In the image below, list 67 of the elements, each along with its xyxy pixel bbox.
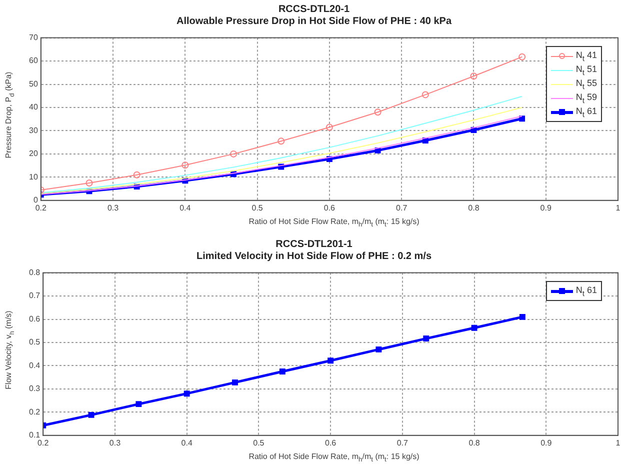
- point: [86, 179, 93, 186]
- x-tick-label: 0.8: [468, 203, 480, 212]
- legend-label: N$_{t}$ 55: [576, 78, 597, 90]
- y-tick-label: 70: [28, 33, 38, 42]
- y-tick-label: 0.2: [28, 407, 41, 416]
- point: [328, 358, 334, 364]
- x-axis-title: Ratio of Hot Side Flow Rate, m$_{h}$/m$_{t}$ (m$_{t}$: 15 kg/s): [248, 217, 420, 229]
- x-tick-label: 0.5: [252, 203, 264, 212]
- x-tick-label: 1: [616, 438, 621, 448]
- point: [519, 314, 526, 320]
- y-tick-label: 60: [28, 56, 38, 66]
- point: [374, 108, 382, 116]
- y-tick-label: 40: [28, 102, 38, 112]
- point: [422, 91, 429, 98]
- x-tick-label: 0.2: [35, 203, 48, 212]
- legend-label: N$_{t}$ 51: [576, 64, 597, 76]
- x-tick-label: 0.4: [180, 203, 192, 212]
- y-tick-label: 0.5: [28, 338, 41, 347]
- point: [423, 336, 430, 342]
- point: [232, 379, 238, 386]
- y-tick-label: 0.1: [28, 430, 41, 440]
- x-axis-title: Ratio of Hot Side Flow Rate, m$_{h}$/m$_{t}$ (m$_{t}$: 15 kg/s): [248, 452, 420, 464]
- point: [518, 53, 526, 60]
- point: [133, 171, 140, 178]
- x-tick-label: 0.5: [253, 438, 265, 448]
- y-tick-label: 0.3: [28, 384, 41, 394]
- point: [326, 124, 333, 131]
- y-tick-label: 0.7: [28, 291, 41, 300]
- point: [376, 346, 382, 352]
- y-tick-label: 0.6: [28, 314, 41, 324]
- y-tick-label: 50: [28, 79, 38, 88]
- x-tick-label: 0.4: [181, 438, 193, 448]
- chart-title: RCCS-DTL201-1: [274, 239, 354, 251]
- point: [88, 412, 94, 418]
- point: [184, 390, 190, 397]
- legend-label: N$_{t}$ 61: [576, 284, 597, 298]
- point: [278, 138, 285, 145]
- y-tick-label: 10: [28, 172, 38, 182]
- y-tick-label: 0.4: [28, 360, 41, 370]
- x-tick-label: 0.6: [325, 438, 337, 448]
- x-tick-label: 0.9: [540, 203, 552, 212]
- x-tick-label: 0.6: [324, 203, 336, 212]
- x-tick-label: 0.8: [468, 438, 480, 448]
- y-tick-label: 20: [28, 149, 38, 158]
- legend-label: N$_{t}$ 61: [576, 106, 597, 118]
- point: [230, 150, 238, 158]
- point: [470, 72, 478, 80]
- chart-subtitle: Limited Velocity in Hot Side Flow of PHE : 0.2 m/s: [195, 251, 433, 263]
- y-tick-label: 30: [28, 126, 38, 135]
- legend-label: N$_{t}$ 41: [576, 50, 597, 62]
- point: [182, 162, 189, 169]
- point: [279, 368, 286, 374]
- point: [471, 324, 478, 331]
- x-tick-label: 1: [616, 203, 621, 212]
- chart-title: RCCS-DTL20-1: [277, 4, 351, 16]
- x-tick-label: 0.3: [109, 438, 122, 448]
- chart-subtitle: Allowable Pressure Drop in Hot Side Flow of PHE : 40 kPa: [175, 16, 453, 28]
- point: [519, 116, 526, 122]
- x-tick-label: 0.9: [540, 438, 552, 448]
- x-tick-label: 0.3: [107, 203, 120, 212]
- point: [136, 401, 142, 408]
- y-tick-label: 0: [33, 196, 38, 205]
- x-tick-label: 0.2: [38, 438, 50, 448]
- x-tick-label: 0.7: [396, 438, 409, 448]
- legend-label: N$_{t}$ 59: [576, 92, 597, 104]
- x-tick-label: 0.7: [396, 203, 408, 212]
- y-tick-label: 0.8: [28, 268, 41, 278]
